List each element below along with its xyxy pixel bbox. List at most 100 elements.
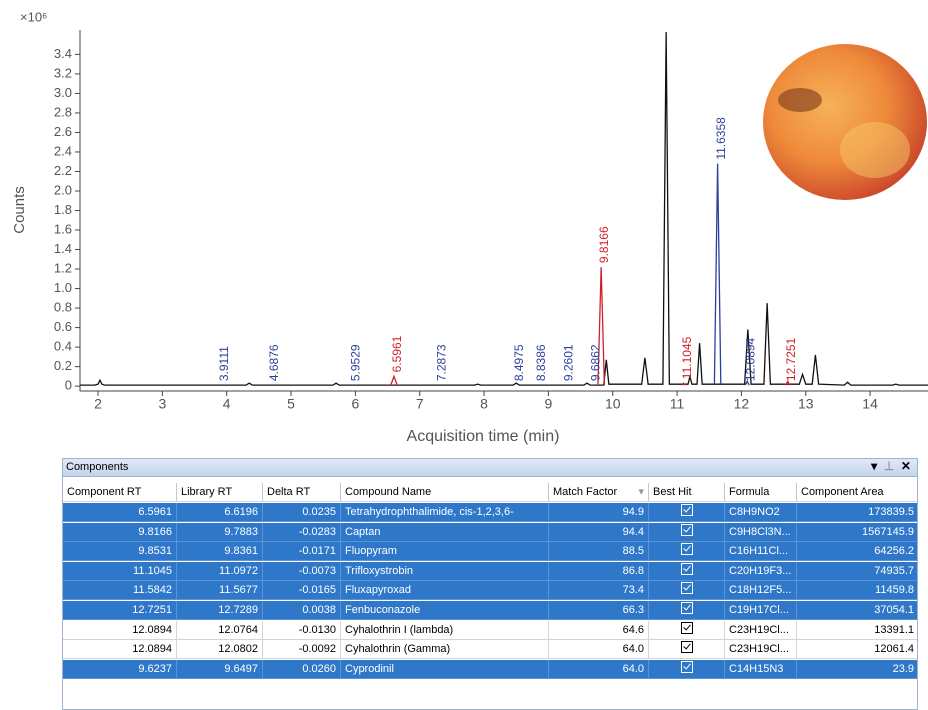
table-cell[interactable]: 86.8: [549, 561, 649, 581]
table-cell[interactable]: 23.9: [797, 659, 917, 679]
table-cell[interactable]: 9.7883: [177, 522, 263, 542]
best-hit-cell[interactable]: [649, 542, 725, 562]
checkbox[interactable]: [680, 602, 693, 614]
best-hit-cell[interactable]: [649, 640, 725, 660]
checkbox[interactable]: [680, 562, 693, 575]
best-hit-cell[interactable]: [649, 659, 725, 679]
checkbox[interactable]: [680, 621, 693, 634]
table-cell[interactable]: Fluopyram: [341, 542, 549, 562]
table-cell[interactable]: 64.0: [549, 640, 649, 660]
table-cell[interactable]: 0.0260: [263, 659, 341, 679]
panel-tools[interactable]: ▾ ⊥ ✕: [871, 459, 911, 473]
table-cell[interactable]: Fluxapyroxad: [341, 581, 549, 601]
table-cell[interactable]: 12.0894: [63, 640, 177, 660]
peak-label: 4.6876: [267, 344, 281, 381]
peak-label: 9.6862: [589, 344, 603, 381]
checkbox[interactable]: [680, 523, 693, 536]
table-cell[interactable]: 64256.2: [797, 542, 917, 562]
table-cell[interactable]: 12.0894: [63, 620, 177, 640]
table-cell[interactable]: C23H19Cl...: [725, 620, 797, 640]
table-cell[interactable]: -0.0165: [263, 581, 341, 601]
table-cell[interactable]: 73.4: [549, 581, 649, 601]
table-cell[interactable]: -0.0171: [263, 542, 341, 562]
table-cell[interactable]: Cyhalothrin I (lambda): [341, 620, 549, 640]
table-cell[interactable]: Captan: [341, 522, 549, 542]
best-hit-cell[interactable]: [649, 561, 725, 581]
table-cell[interactable]: 173839.5: [797, 503, 917, 522]
column-header[interactable]: Library RT: [177, 483, 263, 502]
table-cell[interactable]: 12.7251: [63, 601, 177, 620]
table-cell[interactable]: 13391.1: [797, 621, 917, 640]
table-cell[interactable]: 37054.1: [797, 601, 917, 620]
table-cell[interactable]: 11.5677: [177, 581, 263, 601]
checkbox[interactable]: [680, 504, 693, 516]
table-cell[interactable]: Tetrahydrophthalimide, cis-1,2,3,6-: [341, 503, 549, 522]
table-cell[interactable]: C16H11Cl...: [725, 542, 797, 562]
table-cell[interactable]: 9.8531: [63, 542, 177, 562]
column-header[interactable]: Component RT: [63, 483, 177, 502]
table-cell[interactable]: C23H19Cl...: [725, 640, 797, 660]
table-cell[interactable]: 12061.4: [797, 640, 917, 660]
trace: [597, 267, 606, 386]
table-cell[interactable]: 11.0972: [177, 561, 263, 581]
table-cell[interactable]: 74935.7: [797, 561, 917, 581]
table-cell[interactable]: 9.6497: [177, 659, 263, 679]
column-header[interactable]: Component Area: [797, 483, 917, 502]
table-cell[interactable]: 6.5961: [63, 503, 177, 522]
best-hit-cell[interactable]: [649, 601, 725, 620]
table-cell[interactable]: 0.0038: [263, 601, 341, 620]
best-hit-cell[interactable]: [649, 522, 725, 542]
checkbox[interactable]: [680, 641, 693, 654]
checkbox[interactable]: [680, 543, 693, 556]
column-header[interactable]: Match Factor ▾: [549, 483, 649, 502]
table-cell[interactable]: -0.0073: [263, 561, 341, 581]
table-cell[interactable]: 12.7289: [177, 601, 263, 620]
table-cell[interactable]: 12.0764: [177, 620, 263, 640]
table-cell[interactable]: 9.8361: [177, 542, 263, 562]
best-hit-cell[interactable]: [649, 503, 725, 522]
table-cell[interactable]: 1567145.9: [797, 522, 917, 542]
table-cell[interactable]: -0.0283: [263, 522, 341, 542]
x-tick-label: 5: [287, 396, 295, 412]
table-cell[interactable]: Fenbuconazole: [341, 601, 549, 620]
checkbox[interactable]: [680, 582, 693, 595]
table-cell[interactable]: Trifloxystrobin: [341, 561, 549, 581]
table-cell[interactable]: -0.0092: [263, 640, 341, 660]
peak-label: 11.1045: [680, 336, 694, 379]
table-cell[interactable]: C18H12F5...: [725, 581, 797, 601]
table-cell[interactable]: Cyhalothrin (Gamma): [341, 640, 549, 660]
y-tick-label: 2.0: [54, 182, 72, 197]
table-cell[interactable]: 12.0802: [177, 640, 263, 660]
table-cell[interactable]: 11.5842: [63, 581, 177, 601]
table-cell[interactable]: C19H17Cl...: [725, 601, 797, 620]
y-multiplier: ×10⁶: [20, 9, 47, 24]
table-cell[interactable]: C14H15N3: [725, 659, 797, 679]
table-cell[interactable]: 64.6: [549, 620, 649, 640]
table-cell[interactable]: 6.6196: [177, 503, 263, 522]
table-cell[interactable]: 0.0235: [263, 503, 341, 522]
table-cell[interactable]: 88.5: [549, 542, 649, 562]
table-cell[interactable]: C9H8Cl3N...: [725, 522, 797, 542]
y-tick-label: 3.4: [54, 46, 72, 61]
column-header[interactable]: Delta RT: [263, 483, 341, 502]
y-tick-label: 2.6: [54, 124, 72, 139]
table-cell[interactable]: 11459.8: [797, 581, 917, 601]
table-cell[interactable]: 66.3: [549, 601, 649, 620]
table-cell[interactable]: -0.0130: [263, 620, 341, 640]
table-cell[interactable]: C20H19F3...: [725, 561, 797, 581]
table-cell[interactable]: 9.6237: [63, 659, 177, 679]
column-header[interactable]: Compound Name: [341, 483, 549, 502]
table-cell[interactable]: 9.8166: [63, 522, 177, 542]
best-hit-cell[interactable]: [649, 620, 725, 640]
checkbox[interactable]: [680, 660, 693, 673]
column-header-text: Component Area: [801, 486, 884, 498]
table-cell[interactable]: 64.0: [549, 659, 649, 679]
table-cell[interactable]: C8H9NO2: [725, 503, 797, 522]
table-cell[interactable]: 11.1045: [63, 561, 177, 581]
table-cell[interactable]: Cyprodinil: [341, 659, 549, 679]
column-header[interactable]: Formula: [725, 483, 797, 502]
best-hit-cell[interactable]: [649, 581, 725, 601]
table-cell[interactable]: 94.4: [549, 522, 649, 542]
table-cell[interactable]: 94.9: [549, 503, 649, 522]
column-header[interactable]: Best Hit: [649, 483, 725, 502]
